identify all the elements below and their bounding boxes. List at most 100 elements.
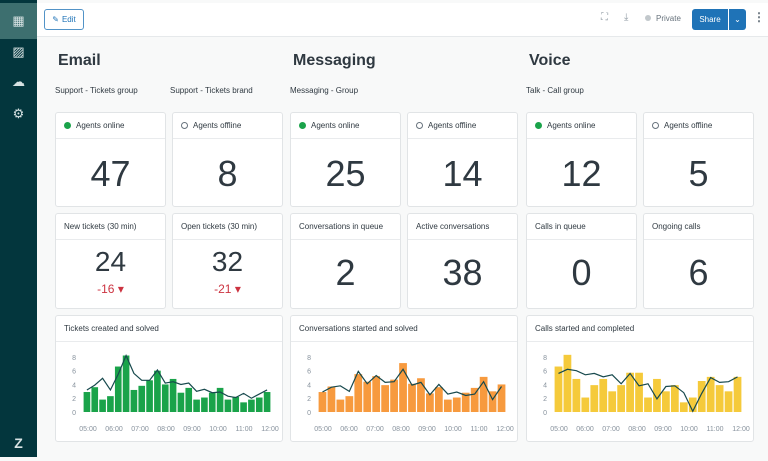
x-tick-label: 05:00 xyxy=(314,426,332,433)
fullscreen-icon[interactable]: ⛶ xyxy=(601,12,608,23)
bar xyxy=(91,387,99,412)
settings-icon[interactable]: ⚙ xyxy=(12,106,25,121)
x-tick-label: 11:00 xyxy=(707,426,724,433)
metric-card[interactable]: Agents offline 8 xyxy=(172,112,283,207)
chart: 0 2 4 6 8 05:00 06:00 07:00 08:00 09:00 10:00 11:00… xyxy=(543,354,750,433)
x-tick-label: 09:00 xyxy=(654,426,672,433)
y-tick-label: 6 xyxy=(307,369,311,376)
bar xyxy=(130,389,138,412)
bar xyxy=(240,402,247,412)
x-tick-label: 05:00 xyxy=(550,426,568,433)
metric-label: Agents online xyxy=(76,121,125,130)
metric-card[interactable]: Active conversations 38 xyxy=(407,213,518,309)
bar xyxy=(599,378,608,412)
metric-card[interactable]: Open tickets (30 min) 32 -21 ▾ xyxy=(172,213,283,309)
bar xyxy=(154,370,161,412)
metric-header: Agents online xyxy=(527,113,636,139)
metric-card[interactable]: New tickets (30 min) 24 -16 ▾ xyxy=(55,213,166,309)
bar xyxy=(417,378,425,412)
bar xyxy=(497,384,506,412)
bar xyxy=(688,397,697,412)
download-icon[interactable]: ⤓ xyxy=(624,12,629,23)
bar xyxy=(114,366,122,412)
metric-card[interactable]: Agents online 47 xyxy=(55,112,166,207)
bar xyxy=(107,396,114,412)
metric-card[interactable]: Agents offline 14 xyxy=(407,112,518,207)
metric-value: 25 xyxy=(325,153,366,194)
y-tick-label: 4 xyxy=(543,382,547,389)
x-tick-label: 06:00 xyxy=(105,426,123,433)
metric-header: Conversations in queue xyxy=(291,214,400,240)
bar xyxy=(461,392,470,412)
metric-card[interactable]: Agents offline 5 xyxy=(643,112,754,207)
metric-value: 32 xyxy=(211,246,244,277)
x-tick-label: 07:00 xyxy=(366,426,384,433)
metric-label: New tickets (30 min) xyxy=(64,222,137,231)
group-label: Support - Tickets brand xyxy=(170,86,253,95)
metric-label: Agents offline xyxy=(428,121,477,130)
y-tick-label: 2 xyxy=(307,396,311,403)
group-label: Support - Tickets group xyxy=(55,86,138,95)
offline-status-icon xyxy=(416,122,423,129)
bar xyxy=(563,354,572,412)
metric-header: Agents offline xyxy=(408,113,517,139)
chart: 0 2 4 6 8 05:00 06:00 07:00 08:00 09:00 10:00 11:00… xyxy=(72,353,279,433)
bar xyxy=(372,376,381,412)
chart: 0 2 4 6 8 05:00 06:00 07:00 08:00 09:00 10:00 11:00… xyxy=(307,355,514,433)
section-title: Voice xyxy=(529,52,571,69)
y-tick-label: 4 xyxy=(307,382,311,389)
edit-button[interactable]: ✎ Edit xyxy=(44,9,84,30)
bar xyxy=(426,393,434,412)
bar xyxy=(706,376,715,412)
cloud-upload-icon[interactable]: ☁ xyxy=(12,74,25,89)
bar xyxy=(318,392,327,412)
x-tick-label: 07:00 xyxy=(131,426,149,433)
bar xyxy=(581,397,590,412)
share-dropdown-chevron-icon[interactable]: ⌄ xyxy=(729,9,746,30)
bar xyxy=(83,392,91,412)
chart-title: Conversations started and solved xyxy=(291,316,517,342)
bar xyxy=(644,397,652,412)
bar xyxy=(408,383,416,412)
x-tick-label: 08:00 xyxy=(628,426,646,433)
x-tick-label: 12:00 xyxy=(261,426,279,433)
bar xyxy=(224,399,232,412)
zendesk-logo[interactable]: Z xyxy=(14,435,23,451)
online-status-icon xyxy=(299,122,306,129)
bar xyxy=(99,399,106,412)
metric-header: Open tickets (30 min) xyxy=(173,214,282,240)
metric-card[interactable]: Conversations in queue 2 xyxy=(290,213,401,309)
metric-value: 2 xyxy=(335,252,356,293)
bar xyxy=(216,387,224,412)
offline-status-icon xyxy=(652,122,659,129)
metric-card[interactable]: Agents online 25 xyxy=(290,112,401,207)
bar xyxy=(697,381,706,412)
metric-card[interactable]: Agents online 12 xyxy=(526,112,637,207)
bar xyxy=(327,386,336,412)
y-tick-label: 6 xyxy=(72,369,76,376)
offline-status-icon xyxy=(181,122,188,129)
bar xyxy=(452,397,461,412)
metric-delta: -16 ▾ xyxy=(97,282,124,296)
metric-card[interactable]: Calls in queue 0 xyxy=(526,213,637,309)
metric-label: Agents offline xyxy=(664,121,713,130)
online-status-icon xyxy=(64,122,71,129)
metric-card[interactable]: Ongoing calls 6 xyxy=(643,213,754,309)
bar xyxy=(381,385,390,412)
top-bar: ✎ Edit ⛶ ⤓ Private Share ⌄ ⋮ xyxy=(37,3,768,37)
bar xyxy=(679,402,688,412)
share-button[interactable]: Share xyxy=(692,9,728,30)
bar xyxy=(208,392,216,412)
metric-value: 14 xyxy=(442,153,483,194)
pencil-icon: ✎ xyxy=(52,15,59,24)
x-tick-label: 11:00 xyxy=(471,426,488,433)
bar xyxy=(572,378,581,412)
metric-header: Agents online xyxy=(56,113,165,139)
chart-card: Tickets created and solved 0 2 4 6 8 05:00 06:… xyxy=(55,315,283,442)
more-options-icon[interactable]: ⋮ xyxy=(753,10,765,24)
reports-icon[interactable]: ▨ xyxy=(12,44,25,59)
y-tick-label: 8 xyxy=(307,355,311,362)
bar xyxy=(185,387,193,412)
dashboard-icon[interactable]: ▦ xyxy=(0,3,37,39)
y-tick-label: 6 xyxy=(543,369,547,376)
